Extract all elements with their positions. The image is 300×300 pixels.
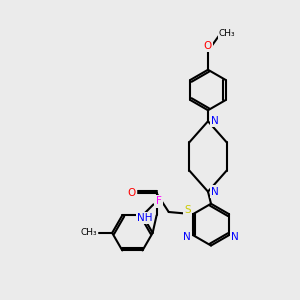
Text: O: O: [204, 41, 212, 51]
Text: S: S: [184, 205, 191, 215]
Text: CH₃: CH₃: [219, 29, 235, 38]
Text: F: F: [156, 196, 161, 206]
Text: O: O: [128, 188, 136, 198]
Text: N: N: [183, 232, 191, 242]
Text: N: N: [211, 116, 219, 126]
Text: N: N: [211, 187, 219, 196]
Text: CH₃: CH₃: [81, 228, 97, 237]
Text: N: N: [231, 232, 239, 242]
Text: NH: NH: [137, 213, 152, 223]
